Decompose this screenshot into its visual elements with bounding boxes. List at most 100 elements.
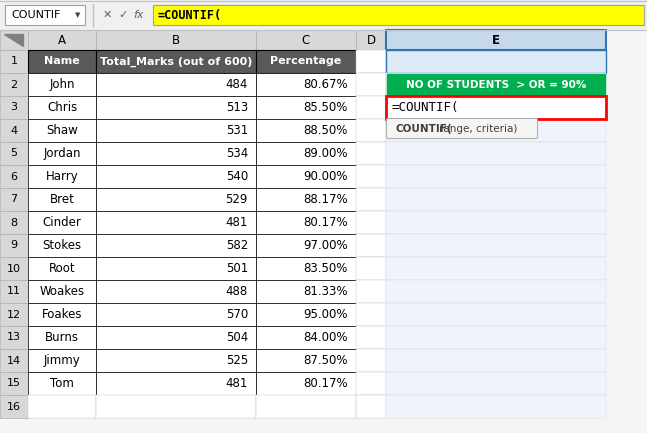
- Text: 88.50%: 88.50%: [303, 124, 348, 137]
- Bar: [256, 30, 356, 50]
- Text: Woakes: Woakes: [39, 285, 85, 298]
- Bar: [96, 188, 256, 211]
- Bar: [256, 234, 356, 257]
- Bar: [386, 211, 606, 234]
- Bar: [256, 326, 356, 349]
- Bar: [256, 142, 356, 165]
- Bar: [256, 73, 356, 96]
- Text: 11: 11: [7, 287, 21, 297]
- Bar: [153, 5, 644, 25]
- Text: 12: 12: [7, 310, 21, 320]
- Text: 2: 2: [10, 80, 17, 90]
- Bar: [386, 119, 606, 142]
- Text: range, criteria): range, criteria): [439, 123, 518, 133]
- Bar: [386, 188, 606, 211]
- Text: 481: 481: [226, 377, 248, 390]
- Bar: [356, 96, 386, 119]
- Text: 488: 488: [226, 285, 248, 298]
- Text: 80.17%: 80.17%: [303, 377, 348, 390]
- Bar: [0, 234, 28, 257]
- Bar: [96, 119, 256, 142]
- Text: Percentage: Percentage: [270, 56, 342, 67]
- Bar: [386, 30, 606, 50]
- Bar: [356, 280, 386, 303]
- Bar: [0, 142, 28, 165]
- Bar: [96, 372, 256, 395]
- Bar: [356, 395, 386, 418]
- Text: 14: 14: [7, 355, 21, 365]
- Text: 540: 540: [226, 170, 248, 183]
- Bar: [0, 211, 28, 234]
- Bar: [256, 257, 356, 280]
- Bar: [28, 234, 96, 257]
- Bar: [0, 257, 28, 280]
- Bar: [96, 395, 256, 418]
- Text: Root: Root: [49, 262, 75, 275]
- Text: B: B: [172, 33, 180, 46]
- Text: Tom: Tom: [50, 377, 74, 390]
- Text: 81.33%: 81.33%: [303, 285, 348, 298]
- Text: 84.00%: 84.00%: [303, 331, 348, 344]
- Bar: [28, 257, 96, 280]
- Text: Jimmy: Jimmy: [43, 354, 80, 367]
- Text: Bret: Bret: [50, 193, 74, 206]
- Bar: [28, 73, 96, 96]
- Bar: [28, 349, 96, 372]
- Text: 501: 501: [226, 262, 248, 275]
- Bar: [28, 119, 96, 142]
- Bar: [28, 280, 96, 303]
- Bar: [28, 395, 96, 418]
- Bar: [386, 280, 606, 303]
- Bar: [386, 372, 606, 395]
- Bar: [96, 303, 256, 326]
- Bar: [256, 372, 356, 395]
- Text: =COUNTIF(: =COUNTIF(: [158, 9, 222, 22]
- Bar: [386, 395, 606, 418]
- Text: COUNTIF: COUNTIF: [11, 10, 60, 20]
- Text: 97.00%: 97.00%: [303, 239, 348, 252]
- Text: 481: 481: [226, 216, 248, 229]
- Bar: [256, 395, 356, 418]
- Bar: [5, 5, 85, 25]
- Text: 484: 484: [226, 78, 248, 91]
- Text: Burns: Burns: [45, 331, 79, 344]
- Text: fx: fx: [134, 10, 144, 20]
- Bar: [386, 257, 606, 280]
- Text: 80.67%: 80.67%: [303, 78, 348, 91]
- Bar: [0, 30, 28, 50]
- Text: 95.00%: 95.00%: [303, 308, 348, 321]
- Bar: [96, 326, 256, 349]
- Bar: [256, 188, 356, 211]
- Bar: [96, 50, 256, 73]
- Text: Shaw: Shaw: [46, 124, 78, 137]
- Text: Harry: Harry: [46, 170, 78, 183]
- Bar: [256, 280, 356, 303]
- Bar: [386, 349, 606, 372]
- Bar: [356, 30, 386, 50]
- Bar: [356, 234, 386, 257]
- Text: 529: 529: [226, 193, 248, 206]
- Bar: [356, 326, 386, 349]
- Text: NO OF STUDENTS  > OR = 90%: NO OF STUDENTS > OR = 90%: [406, 80, 586, 90]
- Bar: [28, 165, 96, 188]
- Bar: [256, 119, 356, 142]
- Bar: [386, 50, 606, 73]
- Bar: [28, 50, 96, 73]
- Text: 7: 7: [10, 194, 17, 204]
- Text: 16: 16: [7, 401, 21, 411]
- Bar: [96, 257, 256, 280]
- Bar: [28, 142, 96, 165]
- Bar: [356, 257, 386, 280]
- Bar: [356, 165, 386, 188]
- FancyBboxPatch shape: [386, 119, 538, 139]
- Text: =COUNTIF(: =COUNTIF(: [391, 101, 459, 114]
- Text: 534: 534: [226, 147, 248, 160]
- Text: 87.50%: 87.50%: [303, 354, 348, 367]
- Text: 6: 6: [10, 171, 17, 181]
- Bar: [256, 50, 356, 73]
- Bar: [256, 349, 356, 372]
- Text: 80.17%: 80.17%: [303, 216, 348, 229]
- Bar: [28, 96, 96, 119]
- Text: Total_Marks (out of 600): Total_Marks (out of 600): [100, 56, 252, 67]
- Bar: [356, 211, 386, 234]
